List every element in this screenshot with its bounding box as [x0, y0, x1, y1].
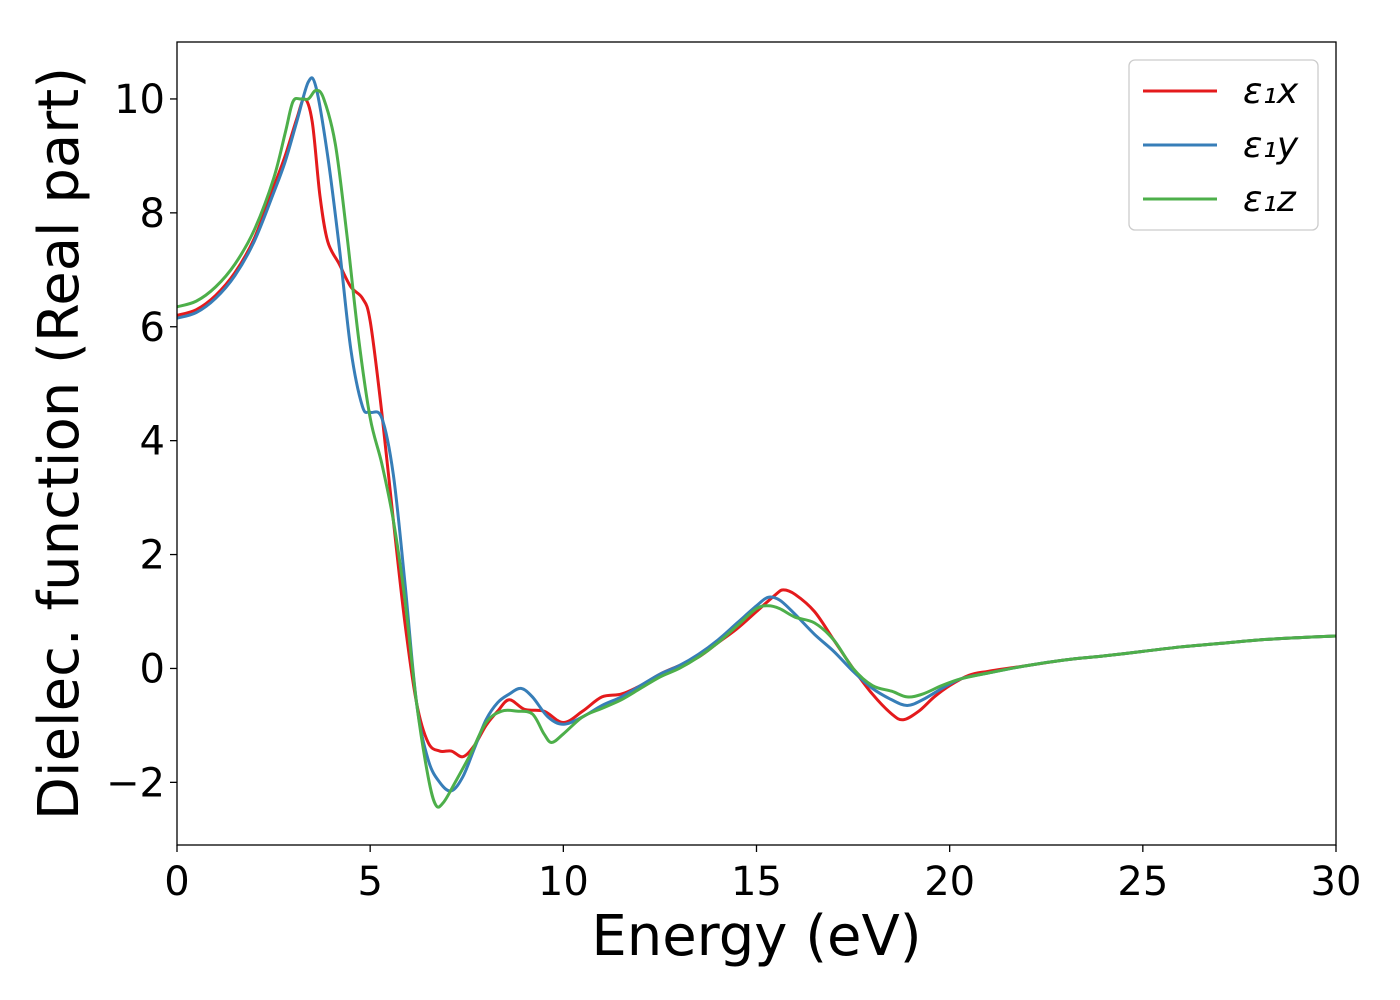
- x-axis: 0 5 10 15 20 25 30: [164, 845, 1361, 905]
- series-line-3: [177, 88, 1336, 809]
- x-tick-label: 30: [1311, 859, 1362, 905]
- series-layer: [177, 76, 1336, 809]
- x-tick-label: 15: [731, 859, 782, 905]
- legend-label: ε₁z: [1243, 179, 1297, 220]
- y-tick-label: 2: [140, 533, 165, 579]
- x-tick-label: 20: [924, 859, 975, 905]
- y-axis: −2 0 2 4 6 8 10: [106, 77, 177, 806]
- legend-label: ε₁y: [1243, 125, 1299, 166]
- x-tick-label: 5: [357, 859, 382, 905]
- y-tick-label: 10: [114, 77, 165, 123]
- x-tick-label: 10: [538, 859, 589, 905]
- y-tick-label: 6: [140, 305, 165, 351]
- legend-box: [1128, 59, 1319, 231]
- x-tick-label: 25: [1117, 859, 1168, 905]
- x-tick-label: 0: [164, 859, 189, 905]
- plot-area: [176, 41, 1337, 846]
- legend: ε₁x ε₁y ε₁z: [1128, 59, 1319, 231]
- y-axis-label: Dielec. function (Real part): [27, 67, 92, 820]
- legend-label: ε₁x: [1243, 71, 1299, 112]
- y-tick-label: −2: [106, 760, 165, 806]
- y-tick-label: 0: [140, 646, 165, 692]
- x-axis-label: Energy (eV): [591, 904, 921, 969]
- y-tick-label: 4: [140, 419, 165, 465]
- y-tick-label: 8: [140, 191, 165, 237]
